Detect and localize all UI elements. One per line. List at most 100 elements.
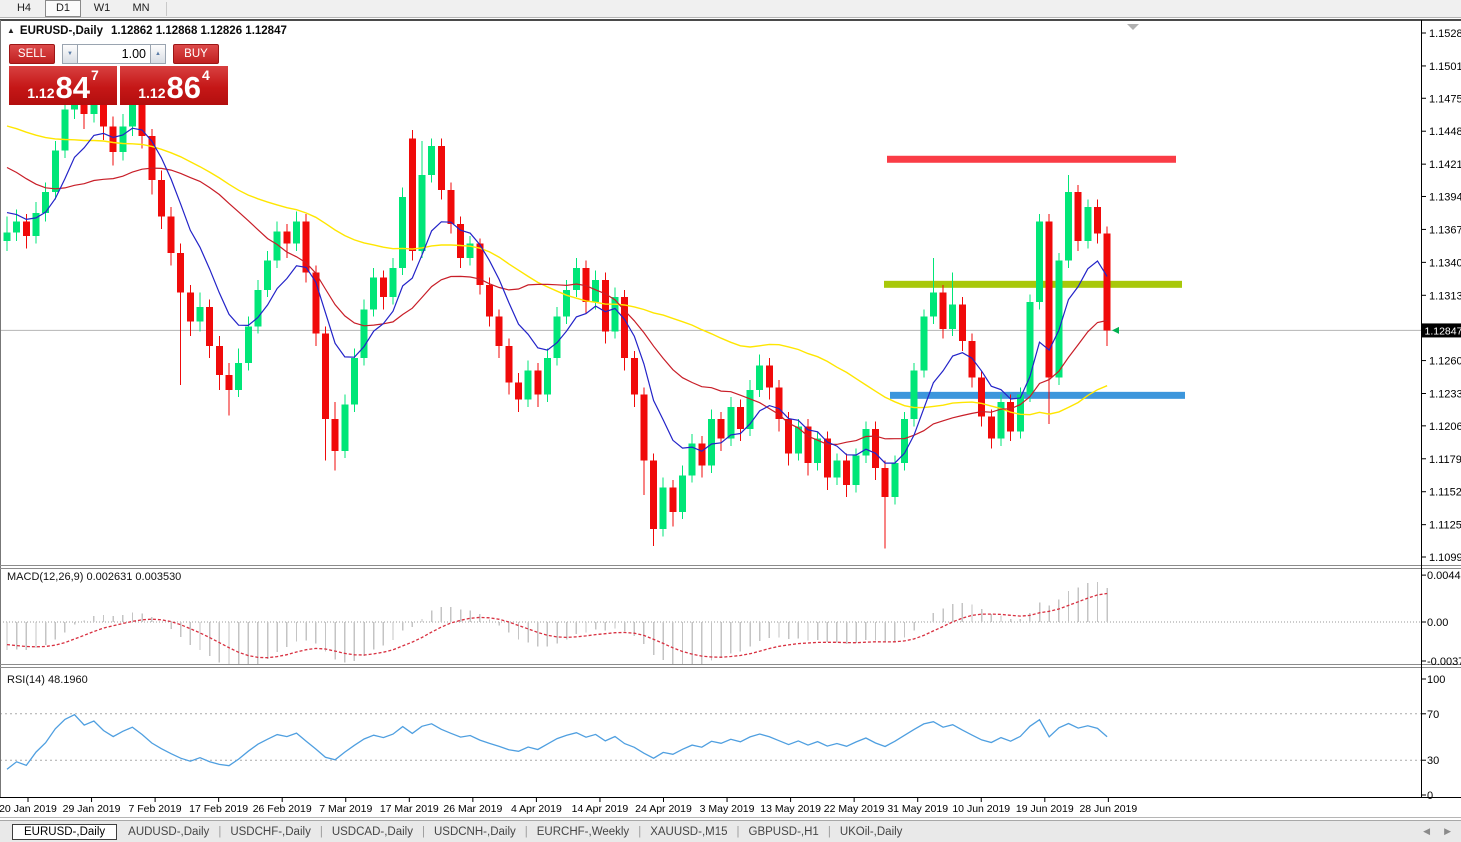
timeframe-mn-button[interactable]: MN [132,2,150,14]
candle-body [862,428,870,456]
date-tick-label: 28 Jun 2019 [1079,803,1137,815]
sell-price-pip-digit: 7 [90,67,99,83]
candle-body [698,443,706,466]
chart-tab[interactable]: EURCHF-,Weekly [536,825,630,838]
candle-body [910,370,918,420]
candle-body [186,292,194,322]
date-axis[interactable]: 20 Jan 2019 29 Jan 2019 7 Feb 2019 17 Feb 2… [0,797,1137,816]
macd-signal-line [6,592,1108,659]
candle-body [177,253,185,293]
volume-increase-button[interactable]: ▲ [151,44,166,64]
candle-body [196,306,204,322]
current-price-tag [1421,323,1461,338]
candle-body [13,221,21,233]
candle-body [466,243,474,259]
buy-price-box[interactable]: 1.12 86 4 [120,66,228,105]
candle-body [746,389,754,429]
mid-line[interactable] [884,280,1182,288]
candle-body [138,104,146,137]
rsi-name: RSI(14) [7,674,45,686]
volume-decrease-button[interactable]: ▼ [62,44,77,64]
candle-body [1055,260,1063,378]
date-tick-label: 17 Mar 2019 [380,803,439,815]
candle-body [630,358,638,395]
chevron-up-icon: ▲ [155,51,161,57]
sell-price-prefix: 1.12 [27,85,55,101]
price-tick-label: 1.13135 [1429,290,1461,302]
price-tick-label: 1.12330 [1429,389,1461,401]
chart-tab[interactable]: GBPUSD-,H1 [748,825,819,838]
candle-body [958,304,966,342]
timeframe-d1-button[interactable]: D1 [45,0,81,17]
candle-body [148,136,156,181]
tab-separator: | [827,825,831,838]
candle-body [775,387,783,420]
candle-body [331,419,339,451]
volume-input[interactable] [77,44,151,64]
chart-tab[interactable]: USDCNH-,Daily [433,825,516,838]
candle-body [1103,233,1111,331]
date-tick-label: 3 May 2019 [700,803,755,815]
candlestick-series [3,73,1111,549]
candle-body [1065,192,1072,261]
candle-body [418,175,426,251]
candle-body [814,438,822,464]
candle-body [1074,192,1082,242]
candle-body [563,289,571,317]
candle-body [341,404,349,451]
chart-tab[interactable]: UKOil-,Daily [839,825,903,838]
candle-body [495,316,503,346]
chart-tab[interactable]: USDCAD-,Daily [331,825,413,838]
candle-body [939,292,947,329]
candle-body [389,267,397,298]
ma-mid-red-line [6,166,1108,445]
candle-body [61,109,69,151]
candle-body [1036,221,1044,303]
chart-shift-marker-icon[interactable] [1127,24,1139,30]
sell-price-box[interactable]: 1.12 84 7 [9,66,117,105]
candle-body [707,419,715,466]
candle-body [929,292,937,317]
candle-body [437,145,445,190]
chart-canvas[interactable]: 1.15285 1.15015 1.14750 1.14480 1.14210 1.139… [0,18,1461,818]
date-tick-label: 29 Jan 2019 [63,803,121,815]
price-tick-label: 1.14750 [1429,93,1461,105]
chart-tab[interactable]: EURUSD-,Daily [12,823,118,840]
candle-body [370,277,378,310]
chart-tab[interactable]: USDCHF-,Daily [230,825,311,838]
candle-body [293,221,300,244]
date-tick-label: 19 Jun 2019 [1016,803,1074,815]
candle-body [920,316,928,371]
chart-tab[interactable]: AUDUSD-,Daily [128,825,210,838]
date-tick-label: 22 May 2019 [824,803,885,815]
candle-body [785,419,793,454]
price-axis[interactable]: 1.15285 1.15015 1.14750 1.14480 1.14210 1.139… [1421,28,1461,564]
rsi-axis-label: 70 [1427,709,1439,721]
price-tick-label: 1.15015 [1429,61,1461,73]
buy-button[interactable]: BUY [173,44,219,64]
price-tick-label: 1.13405 [1429,257,1461,269]
candle-body [312,272,320,334]
collapse-triangle-icon[interactable]: ▲ [7,26,15,35]
candle-body [244,326,252,364]
sell-button[interactable]: SELL [9,44,55,64]
buy-price-pip-digit: 4 [201,67,210,83]
candle-body [727,406,735,439]
price-tick-label: 1.11795 [1429,454,1461,466]
resistance-line[interactable] [887,155,1176,163]
candle-body [1084,206,1092,242]
tab-scroll-right-icon[interactable]: ▶ [1444,826,1451,836]
rsi-axis-label: 100 [1427,674,1445,686]
support-line[interactable] [890,391,1185,399]
rsi-indicator-label: RSI(14) 48.1960 [7,674,88,686]
price-tick-label: 1.10990 [1429,552,1461,564]
timeframe-h4-button[interactable]: H4 [16,2,32,14]
chart-tab[interactable]: XAUUSD-,M15 [650,825,728,838]
candle-body [736,406,744,429]
candle-body [669,487,677,512]
price-tick-label: 1.14480 [1429,126,1461,138]
tab-scroll-left-icon[interactable]: ◀ [1423,826,1431,836]
timeframe-w1-button[interactable]: W1 [93,2,111,14]
candle-body [804,426,812,464]
